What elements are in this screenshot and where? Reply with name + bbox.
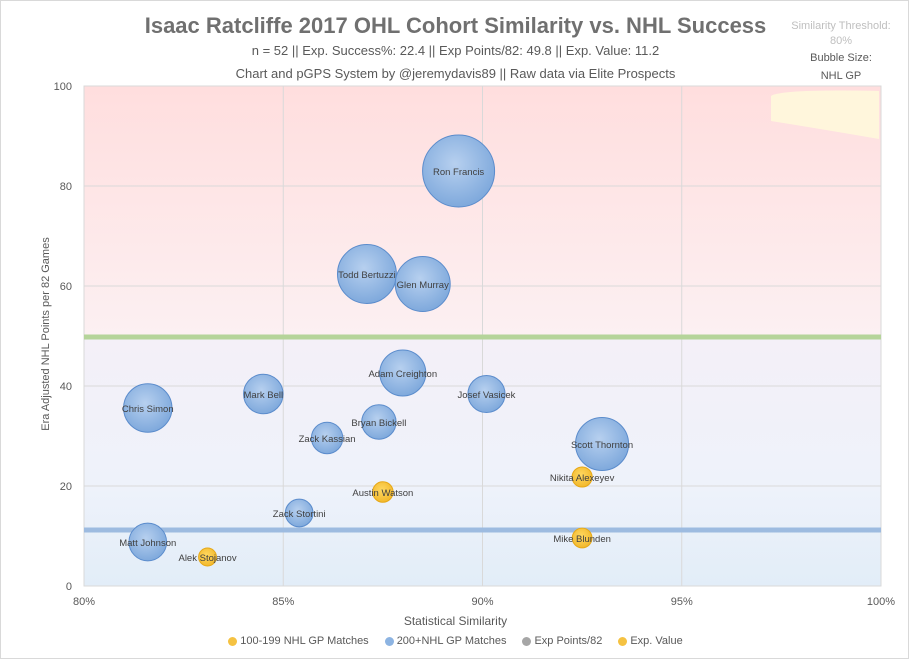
legend: 100-199 NHL GP Matches 200+NHL GP Matche… bbox=[1, 635, 908, 647]
bubble-size-label: Bubble Size: bbox=[810, 52, 872, 64]
y-tick-label: 20 bbox=[60, 481, 72, 493]
bubble-mike-blunden bbox=[571, 527, 593, 549]
y-tick-label: 80 bbox=[60, 181, 72, 193]
y-tick-label: 0 bbox=[66, 581, 72, 593]
bubble-label: Zack Stortini bbox=[273, 509, 326, 520]
bubble-scott-thornton bbox=[575, 416, 630, 472]
bubble-label: Alek Stojanov bbox=[178, 553, 236, 564]
bubble-label: Mark Bell bbox=[244, 390, 284, 401]
legend-label: Exp Points/82 bbox=[534, 635, 603, 647]
x-tick-label: 100% bbox=[867, 596, 895, 608]
bubble-label: Scott Thornton bbox=[571, 440, 633, 451]
bubble-label: Nikita Alexeyev bbox=[550, 473, 615, 484]
legend-marker bbox=[228, 636, 238, 646]
x-axis-title: Statistical Similarity bbox=[403, 614, 508, 628]
bubble-josef-vasicek bbox=[467, 374, 506, 414]
bubble-label: Adam Creighton bbox=[368, 369, 437, 380]
bubble-todd-bertuzzi bbox=[336, 244, 397, 304]
legend-item: 200+NHL GP Matches bbox=[384, 635, 507, 647]
x-tick-label: 90% bbox=[471, 596, 493, 608]
x-tick-label: 95% bbox=[671, 596, 693, 608]
bubble-zack-stortini bbox=[284, 498, 314, 528]
bubble-chris-simon bbox=[123, 383, 173, 433]
bubble-label: Todd Bertuzzi bbox=[338, 270, 396, 281]
legend-marker bbox=[522, 636, 532, 646]
bubble-nikita-alexeyev bbox=[571, 466, 593, 488]
y-tick-label: 60 bbox=[60, 281, 72, 293]
bubble-label: Zack Kassian bbox=[299, 434, 356, 445]
chart-title: Isaac Ratcliffe 2017 OHL Cohort Similari… bbox=[144, 13, 767, 38]
legend-label: 200+NHL GP Matches bbox=[396, 635, 507, 647]
bubble-matt-johnson bbox=[128, 522, 168, 562]
y-tick-label: 40 bbox=[60, 381, 72, 393]
threshold-value: 80% bbox=[829, 35, 853, 47]
bubble-label: Matt Johnson bbox=[119, 538, 176, 549]
bubble-label: Austin Watson bbox=[352, 488, 413, 499]
bubble-label: Josef Vasicek bbox=[458, 390, 516, 401]
side-info: Similarity Threshold: 80% Bubble Size: N… bbox=[781, 19, 901, 84]
legend-label: Exp. Value bbox=[630, 635, 683, 647]
decorative-highlight bbox=[771, 90, 879, 139]
bubble-label: Chris Simon bbox=[122, 404, 174, 415]
bubble-bryan-bickell bbox=[361, 404, 397, 440]
y-axis-title: Era Adjusted NHL Points per 82 Games bbox=[40, 237, 52, 431]
legend-label: 100-199 NHL GP Matches bbox=[240, 635, 369, 647]
bubble-label: Glen Murray bbox=[397, 280, 450, 291]
bubble-ron-francis bbox=[422, 134, 496, 208]
bubble-label: Ron Francis bbox=[433, 167, 484, 178]
y-tick-label: 100 bbox=[54, 81, 72, 93]
legend-item: Exp Points/82 bbox=[522, 635, 602, 647]
legend-marker bbox=[384, 636, 394, 646]
legend-item: Exp. Value bbox=[618, 635, 683, 647]
legend-marker bbox=[618, 636, 628, 646]
x-tick-label: 80% bbox=[73, 596, 95, 608]
bubble-label: Mike Blunden bbox=[553, 534, 611, 545]
bubble-austin-watson bbox=[372, 481, 394, 503]
bubble-size-value: NHL GP bbox=[820, 70, 862, 82]
bubble-zack-kassian bbox=[310, 421, 344, 455]
bubble-mark-bell bbox=[243, 373, 284, 415]
chart-subtitle: n = 52 || Exp. Success%: 22.4 || Exp Poi… bbox=[251, 43, 660, 58]
chart-credit: Chart and pGPS System by @jeremydavis89 … bbox=[235, 66, 676, 81]
legend-item: 100-199 NHL GP Matches bbox=[228, 635, 369, 647]
threshold-label: Similarity Threshold: bbox=[791, 20, 891, 32]
bubble-glen-murray bbox=[394, 256, 451, 312]
x-tick-label: 85% bbox=[272, 596, 294, 608]
bubble-alek-stojanov bbox=[198, 547, 217, 567]
bubble-adam-creighton bbox=[379, 349, 427, 397]
bubble-label: Bryan Bickell bbox=[351, 418, 406, 429]
